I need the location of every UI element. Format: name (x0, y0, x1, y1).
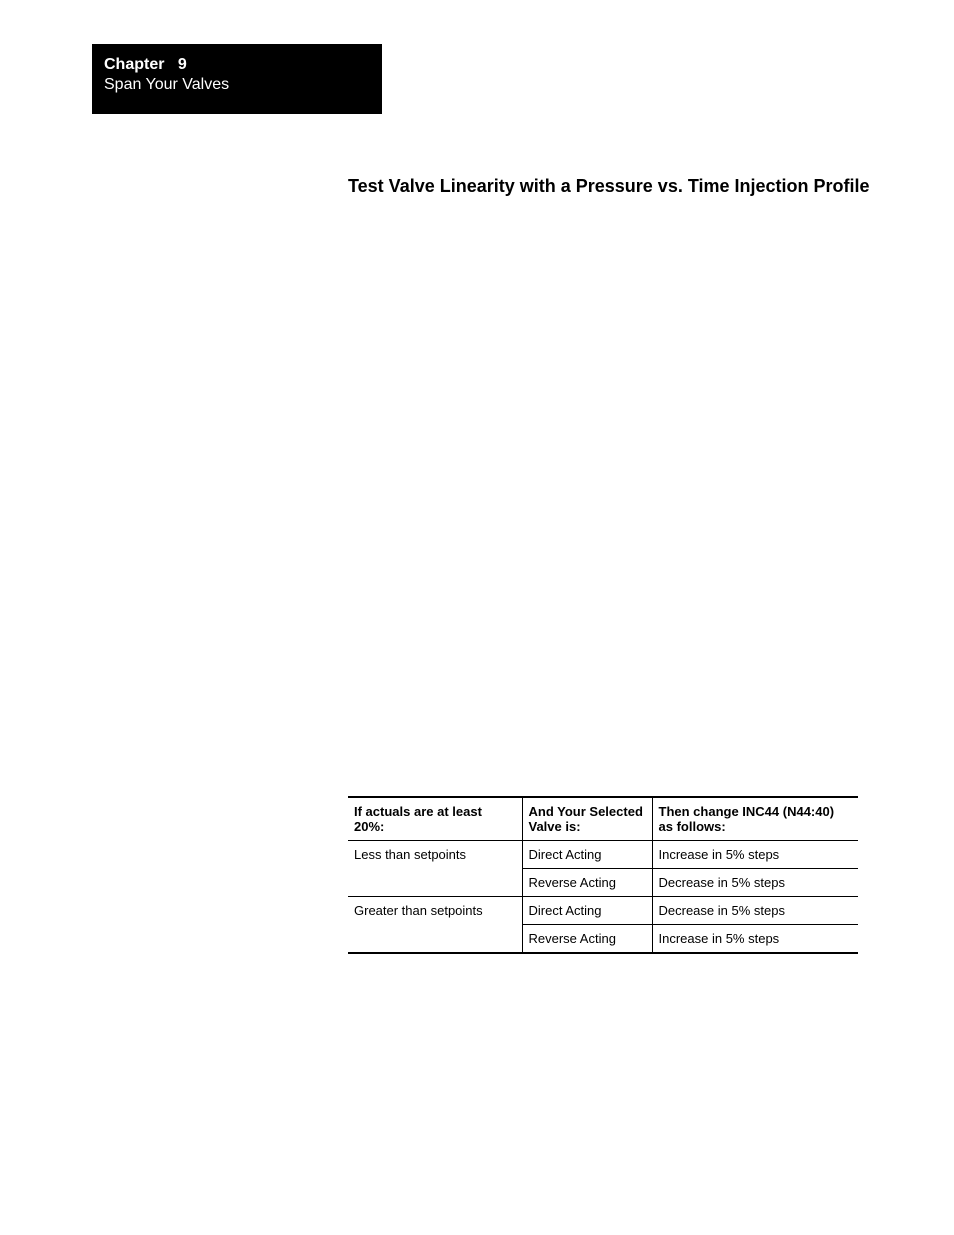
section-heading: Test Valve Linearity with a Pressure vs.… (348, 176, 870, 197)
table-header-col3: Then change INC44 (N44:40) as follows: (652, 797, 858, 841)
table-header-col2: And Your Selected Valve is: (522, 797, 652, 841)
cell-actuals: Greater than setpoints (348, 897, 522, 954)
cell-valve: Reverse Acting (522, 869, 652, 897)
cell-change: Decrease in 5% steps (652, 897, 858, 925)
chapter-label: Chapter (104, 56, 164, 73)
chapter-number: 9 (178, 56, 187, 73)
chapter-header: Chapter 9 Span Your Valves (92, 44, 382, 114)
chapter-title: Span Your Valves (104, 76, 370, 94)
cell-valve: Direct Acting (522, 841, 652, 869)
table-header-col1: If actuals are at least 20%: (348, 797, 522, 841)
table-row: Greater than setpoints Direct Acting Dec… (348, 897, 858, 925)
cell-valve: Direct Acting (522, 897, 652, 925)
cell-valve: Reverse Acting (522, 925, 652, 954)
cell-actuals: Less than setpoints (348, 841, 522, 897)
cell-change: Decrease in 5% steps (652, 869, 858, 897)
cell-change: Increase in 5% steps (652, 841, 858, 869)
linearity-table: If actuals are at least 20%: And Your Se… (348, 796, 858, 954)
table-row: Less than setpoints Direct Acting Increa… (348, 841, 858, 869)
table: If actuals are at least 20%: And Your Se… (348, 796, 858, 954)
cell-change: Increase in 5% steps (652, 925, 858, 954)
chapter-number-line: Chapter 9 (104, 56, 370, 74)
table-header-row: If actuals are at least 20%: And Your Se… (348, 797, 858, 841)
